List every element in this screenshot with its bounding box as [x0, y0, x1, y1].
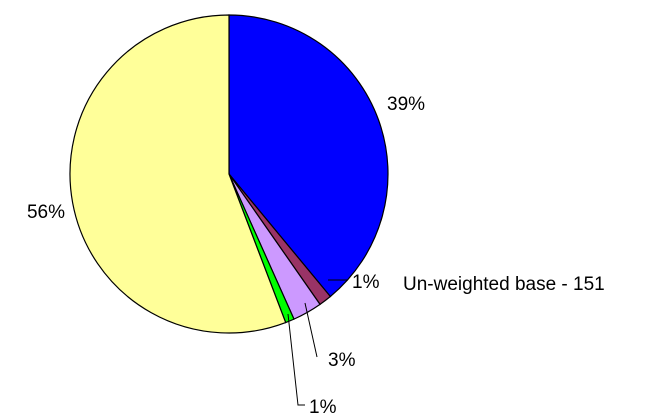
leader-line-3 — [304, 302, 318, 358]
pie-slices — [69, 14, 389, 334]
unweighted-base-note: Un-weighted base - 151 — [403, 274, 605, 295]
leader-lines — [287, 279, 348, 406]
slice-labels: 39% 1% 3% 1% 56% — [27, 94, 425, 416]
slice-label-2: 1% — [352, 272, 380, 293]
leader-line-4 — [287, 313, 305, 406]
slice-label-3: 3% — [328, 350, 356, 371]
slice-label-1: 39% — [387, 94, 425, 115]
slice-label-5: 56% — [27, 202, 65, 223]
pie-slice-5 — [69, 14, 287, 334]
slice-label-4: 1% — [309, 397, 337, 416]
pie-slice-1 — [228, 14, 389, 298]
